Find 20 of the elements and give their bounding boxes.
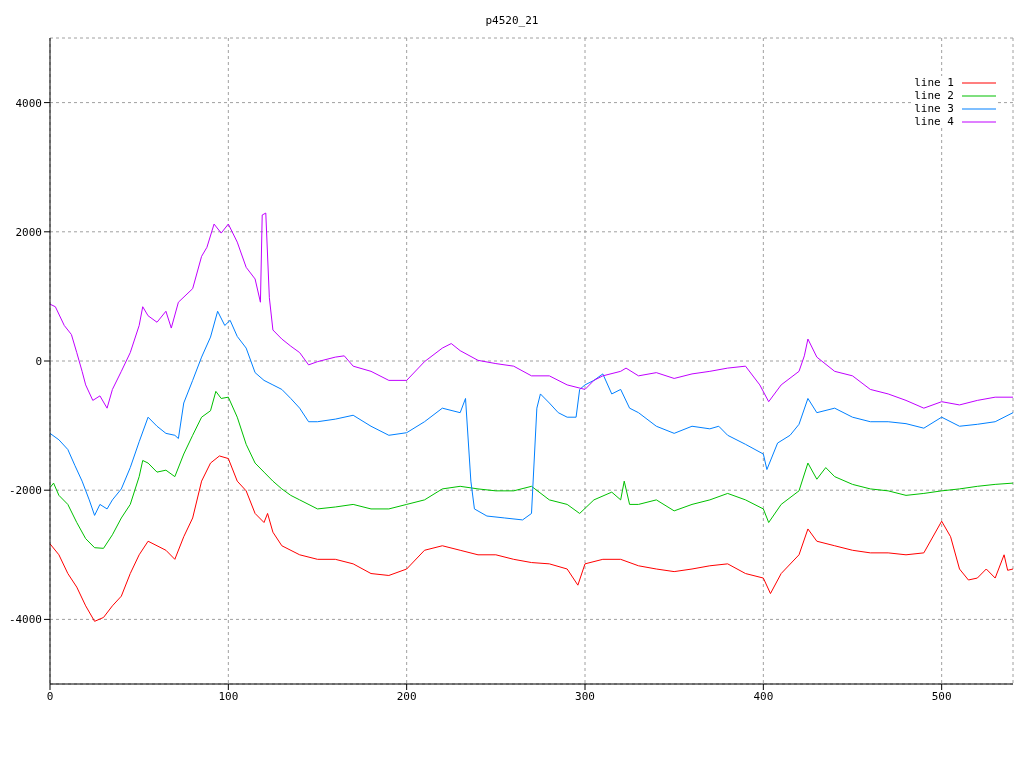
y-tick-label: -2000: [8, 484, 42, 498]
legend-label: line 2: [914, 89, 954, 102]
y-tick-label: 0: [35, 354, 42, 368]
x-tick-label: 500: [931, 689, 952, 703]
legend-label: line 1: [914, 76, 954, 89]
chart-title: p4520_21: [484, 14, 540, 27]
legend-label: line 4: [914, 115, 954, 128]
y-tick-label: 2000: [15, 225, 42, 239]
x-tick-label: 400: [753, 689, 774, 703]
x-tick-label: 200: [396, 689, 417, 703]
y-tick-label: -4000: [8, 613, 42, 627]
x-tick-label: 100: [218, 689, 239, 703]
line-series: [50, 212, 1013, 409]
line-series: [50, 455, 1013, 622]
x-tick-label: 0: [46, 689, 54, 703]
legend-label: line 3: [914, 102, 954, 115]
y-tick-label: 4000: [15, 96, 42, 110]
line-series: [50, 390, 1013, 549]
x-tick-label: 300: [575, 689, 595, 703]
line-series: [50, 310, 1013, 521]
